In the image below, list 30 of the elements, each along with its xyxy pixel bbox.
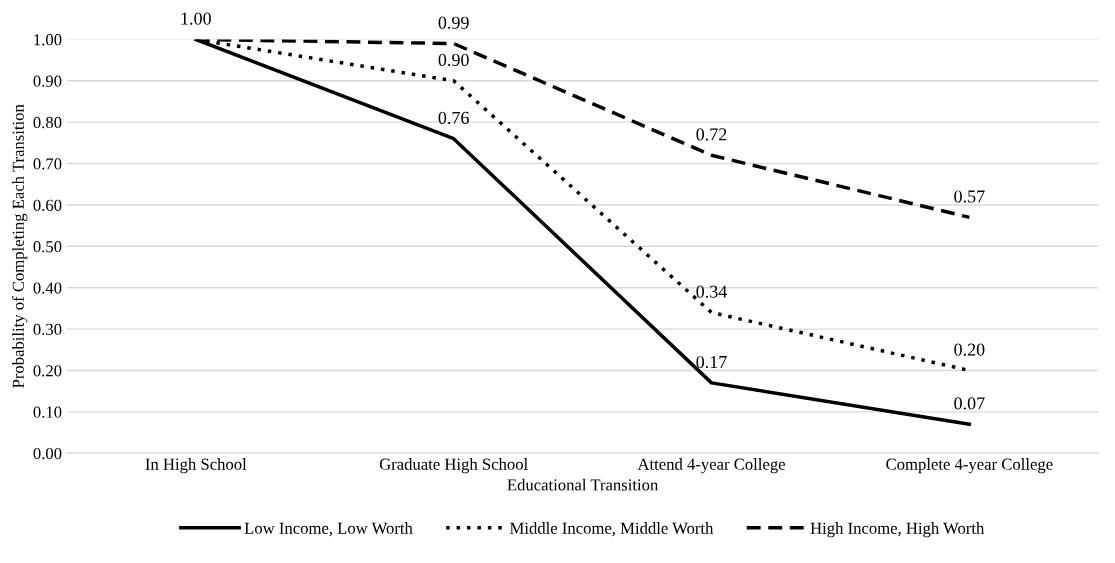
x-tick-label: Complete 4-year College — [886, 458, 1053, 474]
y-tick-label: 0.60 — [33, 199, 62, 211]
x-tick-label: In High School — [145, 458, 247, 474]
data-label: 0.99 — [438, 16, 469, 29]
data-label: 0.90 — [438, 53, 469, 67]
data-label: 0.76 — [438, 111, 469, 125]
y-tick-label: 0.50 — [33, 241, 62, 253]
y-tick-label: 1.00 — [34, 34, 62, 46]
y-tick-label: 0.40 — [33, 282, 62, 294]
x-tick-label: Graduate High School — [379, 458, 528, 474]
x-tick-label: Attend 4-year College — [637, 458, 785, 474]
y-tick-label: 0.70 — [33, 158, 62, 170]
data-label: 0.17 — [696, 355, 727, 369]
data-label: 0.72 — [696, 128, 727, 141]
y-tick-label: 0.00 — [33, 447, 62, 460]
data-label: 0.34 — [696, 285, 728, 298]
data-label: 1.00 — [181, 12, 211, 25]
x-axis-title: Educational Transition — [507, 478, 659, 491]
data-label: 0.57 — [954, 190, 985, 203]
data-label: 0.20 — [954, 343, 985, 356]
y-tick-label: 0.10 — [33, 406, 62, 418]
legend-label: Low Income, Low Worth — [244, 522, 413, 537]
y-tick-label: 0.90 — [33, 75, 62, 87]
legend-label: High Income, High Worth — [810, 522, 985, 538]
y-tick-label: 0.80 — [33, 116, 62, 129]
y-axis-title: Probability of Completing Each Transition — [11, 104, 28, 388]
legend-label: Middle Income, Middle Worth — [510, 522, 714, 537]
data-label: 0.07 — [954, 397, 985, 410]
y-tick-label: 0.20 — [33, 365, 62, 377]
y-tick-label: 0.30 — [33, 323, 62, 336]
